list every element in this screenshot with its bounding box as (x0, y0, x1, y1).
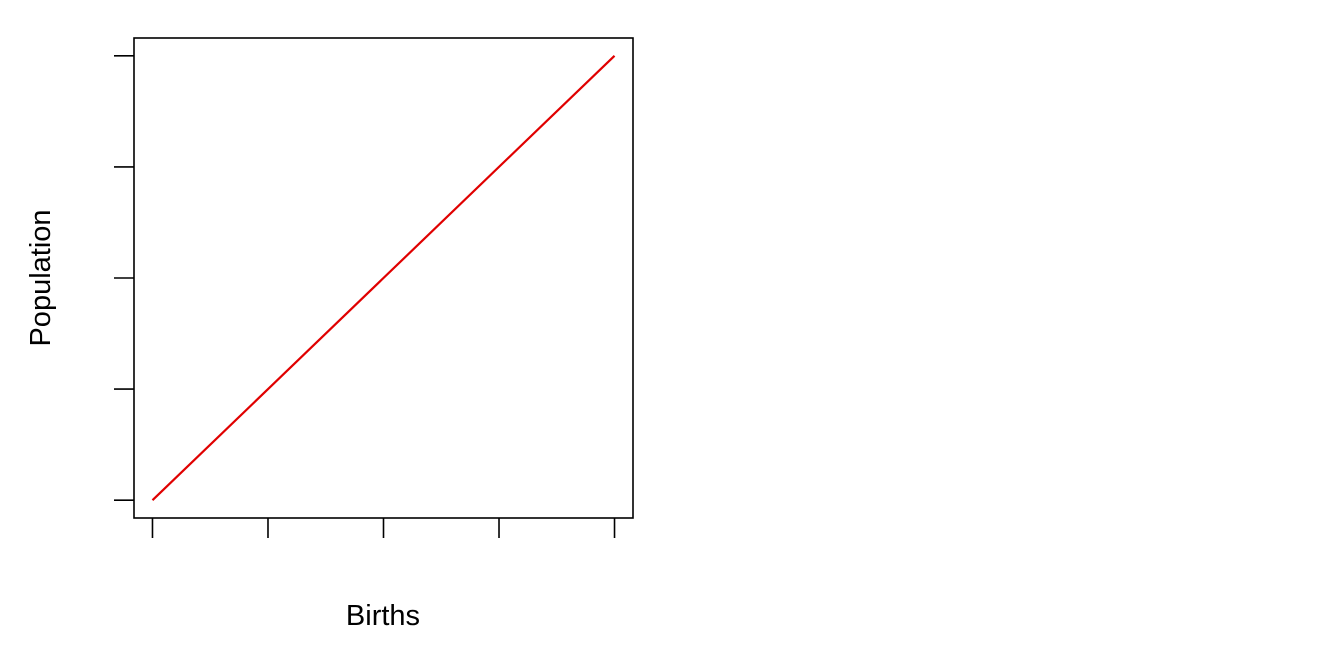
x-axis (151, 518, 616, 538)
x-axis-title: Births (346, 600, 420, 632)
y-axis-title: Population (25, 209, 57, 346)
y-axis (114, 54, 134, 502)
series-line-0 (151, 54, 616, 502)
series-layer (151, 54, 616, 502)
